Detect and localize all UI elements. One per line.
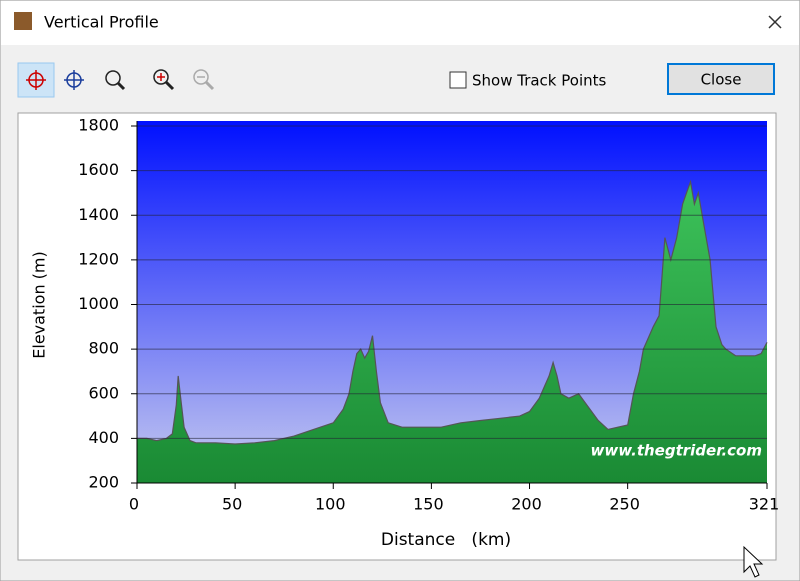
y-axis-label: Elevation (m) (30, 251, 49, 358)
y-tick-label: 1800 (78, 116, 119, 135)
app-icon (14, 12, 32, 30)
x-tick-label: 100 (315, 495, 346, 514)
close-button-label[interactable]: Close (701, 71, 742, 89)
x-tick-label: 250 (609, 495, 640, 514)
x-tick-label: 150 (413, 495, 444, 514)
y-tick-label: 200 (88, 473, 119, 492)
checkbox-label[interactable]: Show Track Points (472, 72, 607, 90)
y-tick-label: 800 (88, 339, 119, 358)
close-icon[interactable] (768, 15, 782, 29)
y-tick-label: 1600 (78, 160, 119, 179)
y-tick-label: 1200 (78, 249, 119, 268)
checkbox[interactable] (449, 71, 467, 89)
close-button[interactable] (667, 63, 775, 95)
chart: 200 400 600 800 1000 1200 1400 1600 1800 0 50 100 15… (30, 116, 780, 551)
x-tick-label: 200 (511, 495, 542, 514)
x-tick-label: 0 (129, 495, 139, 514)
elevation-line (137, 179, 768, 445)
y-tick-label: 400 (88, 428, 119, 447)
y-tick-label: 600 (88, 383, 119, 402)
x-tick-label: 50 (222, 495, 242, 514)
y-tick-label: 1400 (78, 205, 119, 224)
toolbar-icons[interactable] (26, 69, 215, 91)
watermark: www.thegtrider.com (591, 442, 762, 460)
elevation-area (137, 181, 767, 484)
title-bar (1, 1, 799, 45)
y-tick-label: 1000 (78, 294, 119, 313)
window-title: Vertical Profile (44, 13, 159, 32)
mouse-cursor (743, 545, 764, 578)
x-tick-label: 321 (749, 495, 780, 514)
x-axis-label: Distance (km) (381, 530, 511, 550)
